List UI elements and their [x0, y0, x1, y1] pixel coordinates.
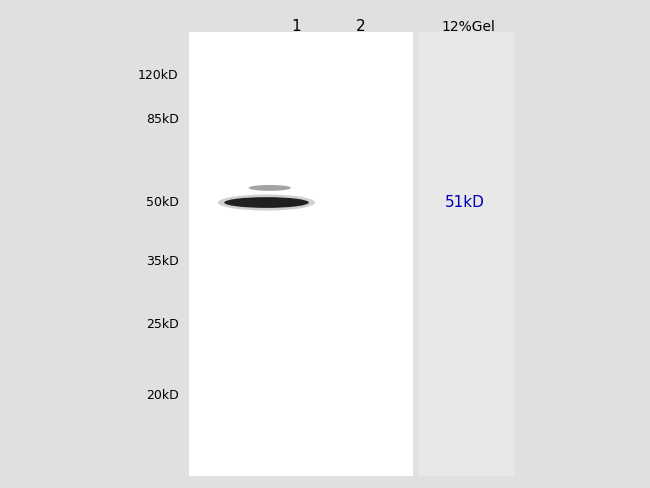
Text: 2: 2 — [356, 20, 365, 34]
Bar — [419, 32, 514, 476]
Text: 25kD: 25kD — [146, 318, 179, 331]
Ellipse shape — [218, 194, 315, 211]
Bar — [188, 32, 413, 476]
Text: 120kD: 120kD — [138, 69, 179, 82]
Text: 85kD: 85kD — [146, 113, 179, 126]
Text: 35kD: 35kD — [146, 255, 179, 267]
Text: 12%Gel: 12%Gel — [441, 20, 495, 34]
Text: 50kD: 50kD — [146, 196, 179, 209]
Text: 1: 1 — [291, 20, 300, 34]
Text: 51kD: 51kD — [445, 195, 485, 210]
Ellipse shape — [248, 185, 291, 191]
Ellipse shape — [224, 197, 309, 208]
Text: 20kD: 20kD — [146, 389, 179, 402]
